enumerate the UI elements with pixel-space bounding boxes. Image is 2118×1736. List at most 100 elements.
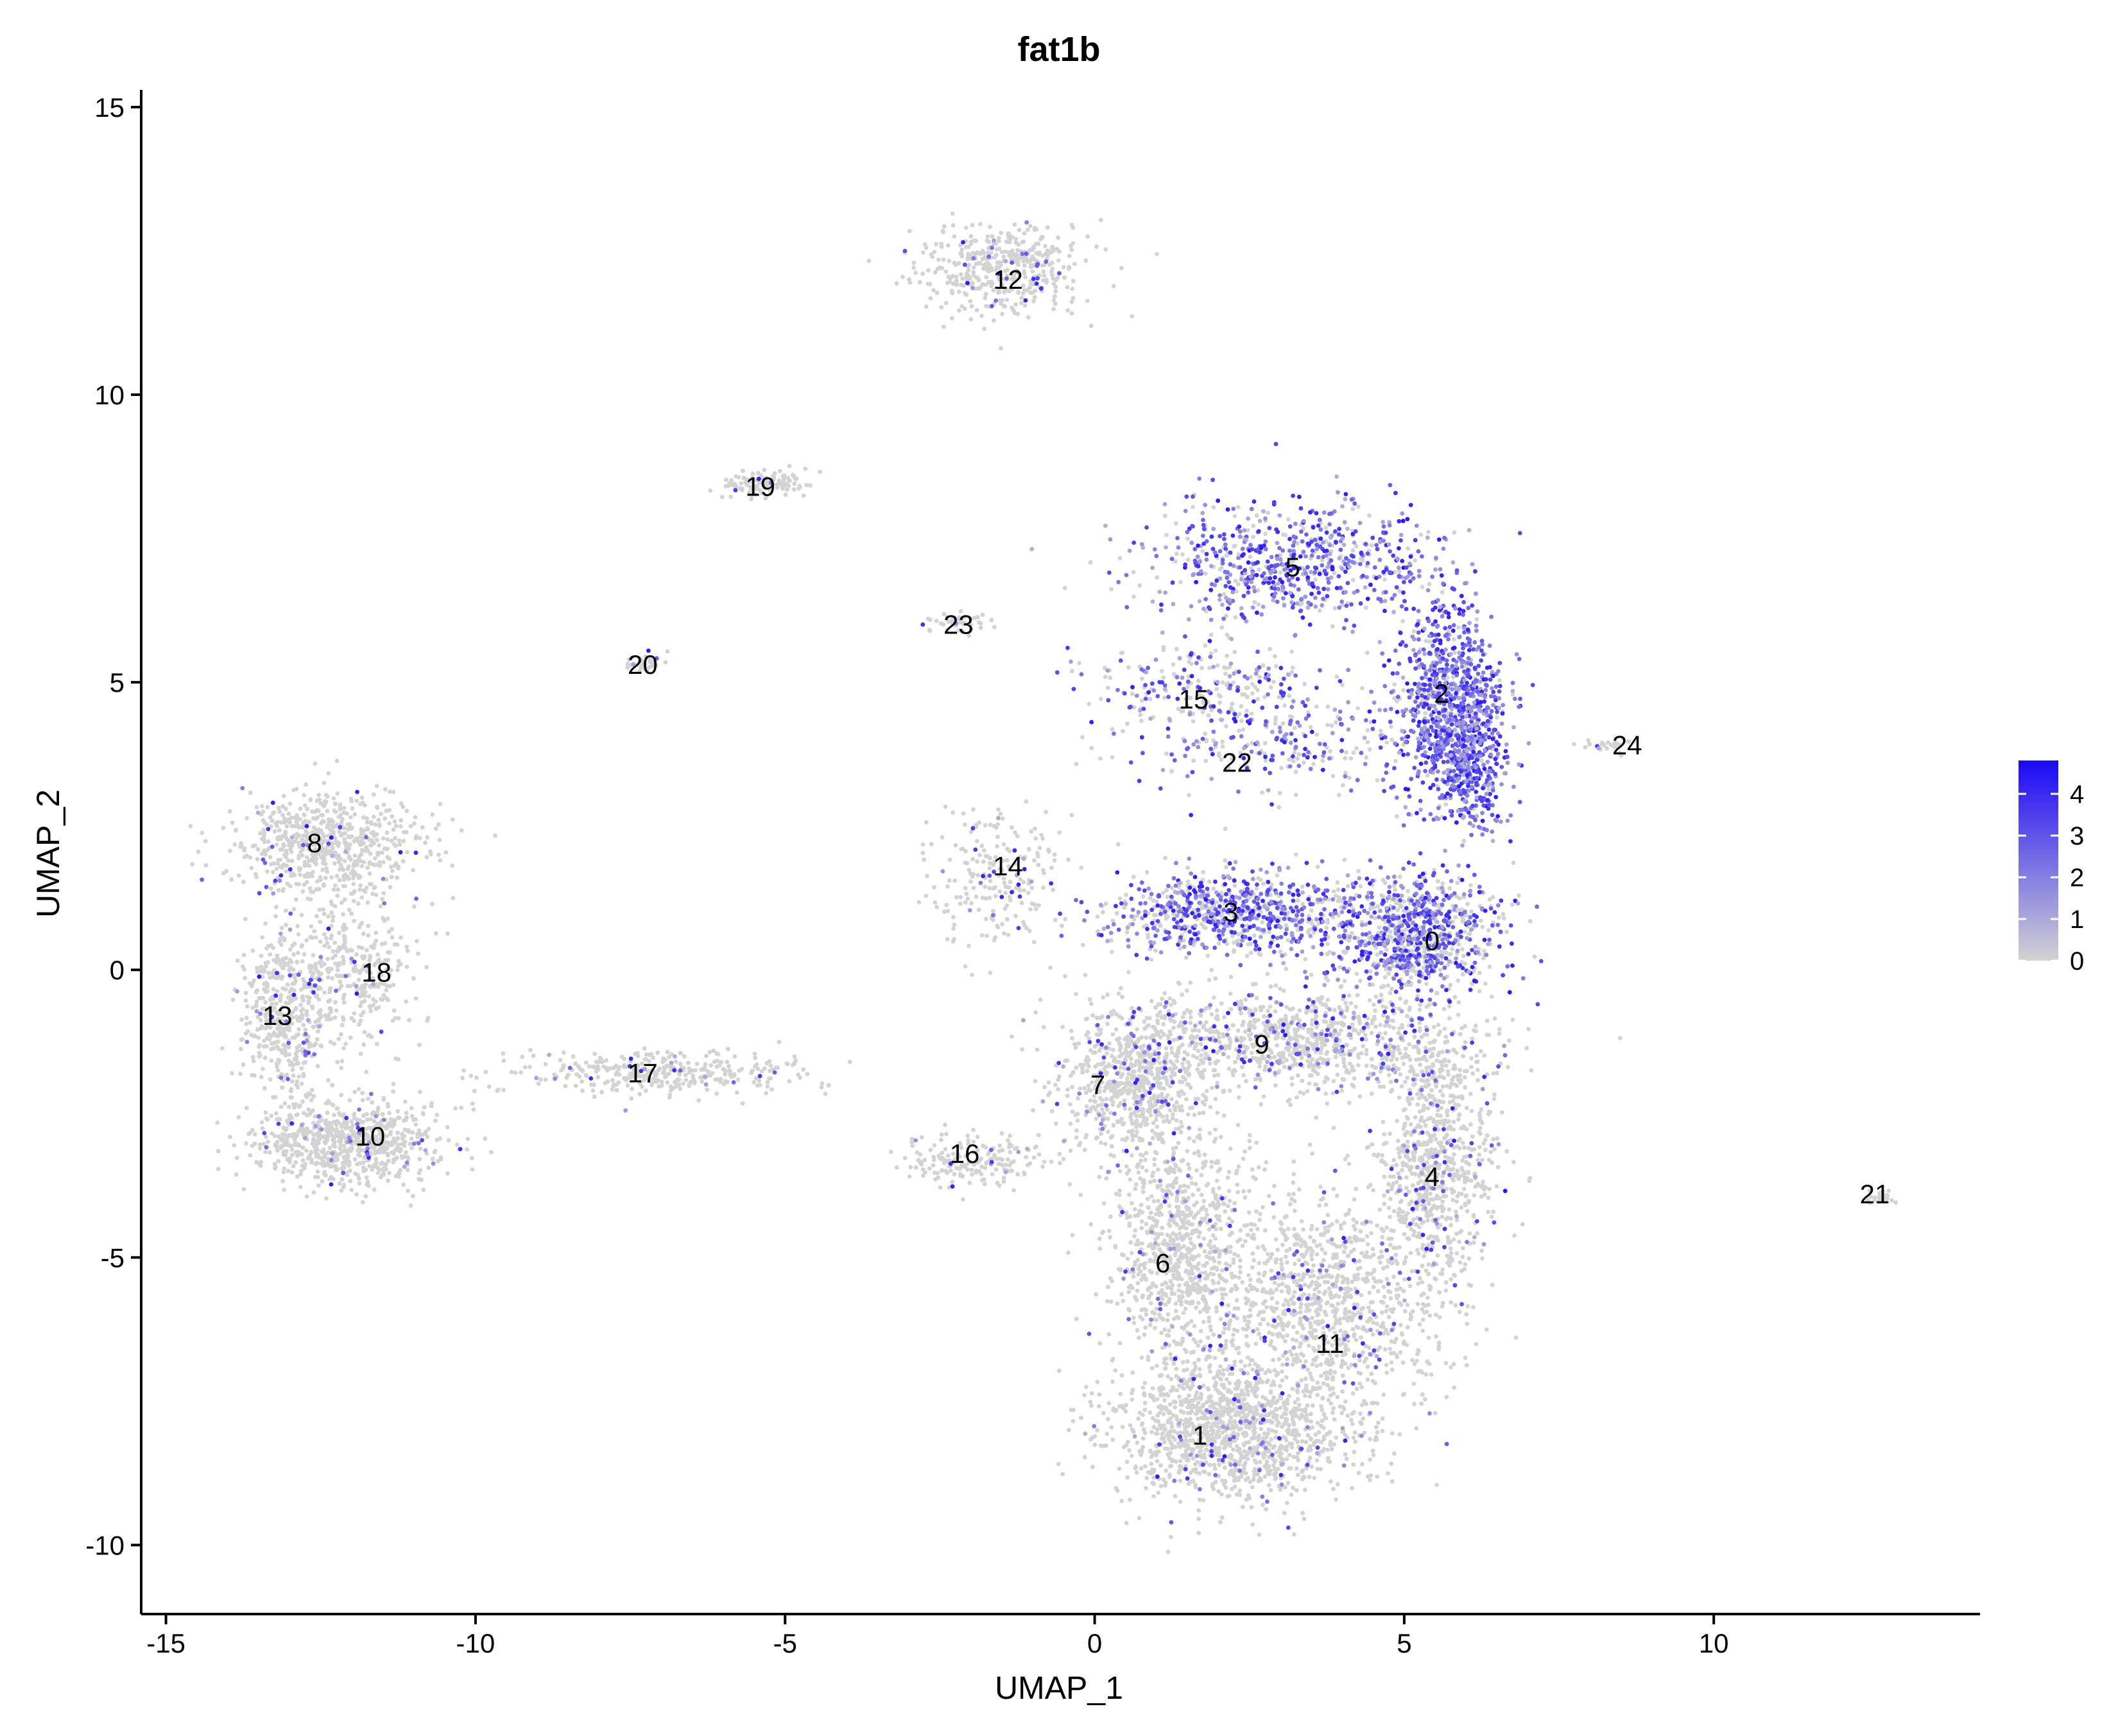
cell-point-cluster-7 xyxy=(1144,1168,1149,1173)
cell-point-cluster-3 xyxy=(1185,879,1191,884)
cell-point-cluster-4 xyxy=(1463,1262,1468,1267)
cell-point-cluster-3 xyxy=(1185,865,1190,870)
cell-point-cluster-11 xyxy=(1176,1288,1182,1293)
cell-point-cluster-11 xyxy=(1129,1130,1134,1135)
cell-point-cluster-11 xyxy=(1461,1246,1465,1251)
cell-point-cluster-7 xyxy=(1094,1136,1099,1141)
cell-point-cluster-6 xyxy=(1215,1158,1220,1164)
cell-point-cluster-6 xyxy=(1237,1265,1243,1269)
cell-point-cluster-9 xyxy=(1142,1019,1147,1024)
cell-point-cluster-6 xyxy=(1129,1201,1134,1206)
cell-point-cluster-4 xyxy=(1462,1155,1467,1159)
cell-point-cluster-6 xyxy=(1128,1177,1133,1182)
cell-point-cluster-4 xyxy=(1452,1189,1457,1194)
cell-point-cluster-0 xyxy=(1390,986,1394,992)
cell-point-cluster-9 xyxy=(1364,1063,1369,1068)
cell-point-cluster-0 xyxy=(1391,883,1397,888)
cell-point-cluster-11 xyxy=(1368,1457,1373,1462)
cell-point-cluster-7 xyxy=(1065,1058,1070,1063)
cell-point-cluster-0 xyxy=(1386,971,1391,976)
cell-point-cluster-11 xyxy=(1388,1242,1393,1248)
cell-point-cluster-3 xyxy=(1124,930,1130,935)
cell-point-cluster-4 xyxy=(1456,1117,1461,1122)
cell-point-cluster-11 xyxy=(1222,1326,1227,1331)
cell-point-cluster-9 xyxy=(1232,1067,1237,1072)
cell-point-cluster-22 xyxy=(1074,762,1079,766)
cell-point-cluster-6 xyxy=(1214,1178,1219,1183)
cell-point-cluster-3 xyxy=(1144,870,1149,875)
cell-point-cluster-11 xyxy=(1375,1289,1381,1294)
cell-point-cluster-11 xyxy=(1366,1305,1371,1310)
cell-point-cluster-0 xyxy=(1528,918,1533,924)
cell-point-cluster-22 xyxy=(1203,731,1208,736)
cell-point-cluster-6 xyxy=(1194,1305,1198,1310)
cell-point-cluster-4 xyxy=(1440,1300,1445,1305)
cell-point-cluster-7 xyxy=(1215,1110,1220,1115)
cell-point-cluster-0 xyxy=(1434,991,1440,996)
cell-point-cluster-7 xyxy=(1236,1164,1241,1169)
cell-point-cluster-9 xyxy=(1227,1066,1232,1071)
cell-point-cluster-4 xyxy=(1416,1096,1422,1101)
cell-point-cluster-22 xyxy=(1375,778,1380,783)
cell-point-cluster-6 xyxy=(1236,1350,1241,1355)
cell-point-cluster-0 xyxy=(1436,879,1440,884)
cell-point-cluster-11 xyxy=(1253,1362,1257,1366)
cell-point-cluster-9 xyxy=(1318,1051,1323,1055)
cell-point-cluster-11 xyxy=(1314,1227,1320,1232)
cell-point-cluster-11 xyxy=(1329,1303,1334,1308)
cell-point-cluster-9 xyxy=(1369,1031,1374,1035)
cell-point-cluster-6 xyxy=(1209,1159,1214,1164)
cell-point-cluster-6 xyxy=(1150,1310,1155,1314)
cell-point-cluster-4 xyxy=(1425,1218,1431,1223)
cell-point-cluster-11 xyxy=(1212,1259,1217,1264)
cell-point-cluster-3 xyxy=(1256,876,1261,881)
cell-point-cluster-6 xyxy=(1108,1214,1113,1219)
cell-point-cluster-11 xyxy=(1411,1217,1416,1222)
cell-point-cluster-11 xyxy=(1350,1327,1356,1332)
cell-point-cluster-11 xyxy=(1336,1294,1341,1299)
cell-point-cluster-6 xyxy=(1253,1341,1259,1346)
cell-point-cluster-6 xyxy=(1201,1199,1207,1203)
cell-point-cluster-4 xyxy=(1464,1312,1469,1317)
cell-point-cluster-2 xyxy=(1451,675,1456,680)
cell-point-cluster-11 xyxy=(1323,1202,1329,1207)
cell-point-cluster-4 xyxy=(1388,1079,1393,1085)
cell-point-cluster-11 xyxy=(1245,1371,1250,1376)
cell-point-cluster-6 xyxy=(1108,1299,1114,1304)
cell-point-cluster-4 xyxy=(1404,1175,1409,1180)
cell-point-cluster-22 xyxy=(1231,680,1236,685)
cell-point-cluster-4 xyxy=(1448,1246,1453,1251)
cell-point-cluster-9 xyxy=(1310,1043,1315,1048)
cell-point-cluster-6 xyxy=(1117,1169,1123,1174)
cell-point-cluster-9 xyxy=(1286,1022,1290,1027)
cell-point-cluster-9 xyxy=(1311,1067,1316,1072)
cell-point-cluster-6 xyxy=(1201,1236,1207,1241)
cell-point-cluster-0 xyxy=(1368,969,1373,974)
cell-point-cluster-9 xyxy=(1182,1011,1187,1015)
cell-point-cluster-7 xyxy=(1110,1012,1114,1017)
cell-point-cluster-4 xyxy=(1381,1119,1386,1124)
cell-point-cluster-22 xyxy=(1378,728,1383,733)
cell-point-cluster-9 xyxy=(1261,1004,1266,1010)
cell-point-cluster-7 xyxy=(1065,1094,1070,1098)
cell-point-cluster-9 xyxy=(1295,1095,1299,1100)
cell-point-cluster-6 xyxy=(1207,1227,1212,1232)
cell-point-cluster-6 xyxy=(1210,1187,1216,1192)
cell-point-cluster-11 xyxy=(1365,1364,1370,1370)
cell-point-cluster-6 xyxy=(1189,1181,1194,1186)
cell-point-cluster-4 xyxy=(1431,1046,1436,1051)
cell-point-cluster-9 xyxy=(1345,1005,1350,1010)
cell-point-cluster-6 xyxy=(1154,1306,1159,1311)
cell-point-cluster-4 xyxy=(1437,1074,1442,1079)
cell-point-cluster-4 xyxy=(1490,1282,1495,1287)
cell-point-cluster-7 xyxy=(1171,1103,1176,1108)
cell-point-cluster-9 xyxy=(1326,1057,1331,1062)
cell-point-cluster-11 xyxy=(1307,1142,1313,1147)
cell-point-cluster-4 xyxy=(1474,1342,1479,1346)
cell-point-cluster-0 xyxy=(1375,952,1380,957)
cell-point-cluster-6 xyxy=(1271,1183,1277,1189)
cell-point-cluster-9 xyxy=(1248,1032,1253,1036)
cell-point-cluster-7 xyxy=(1144,1035,1149,1040)
cell-point-cluster-11 xyxy=(1357,1358,1362,1363)
cell-point-cluster-6 xyxy=(1160,1225,1164,1230)
